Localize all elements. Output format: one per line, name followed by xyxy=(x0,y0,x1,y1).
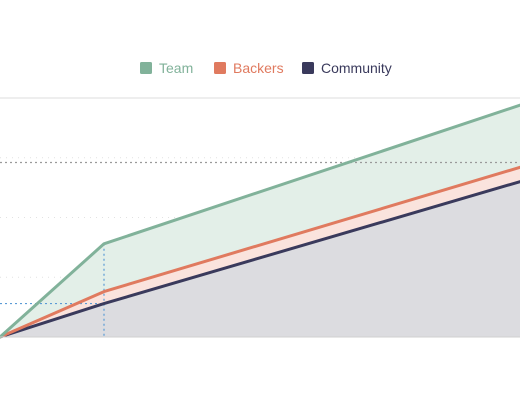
legend-item-community[interactable]: Community xyxy=(302,60,392,76)
line-team xyxy=(0,103,520,339)
line-backers xyxy=(0,165,520,339)
legend-swatch-backers xyxy=(214,62,226,74)
legend[interactable]: Team Backers Community xyxy=(140,60,392,76)
legend-item-team[interactable]: Team xyxy=(140,60,193,76)
grid-lines xyxy=(0,97,520,278)
legend-label-team: Team xyxy=(159,60,193,76)
legend-swatch-community xyxy=(302,62,314,74)
legend-item-backers[interactable]: Backers xyxy=(214,60,284,76)
line-community xyxy=(0,180,520,339)
legend-label-backers: Backers xyxy=(233,60,284,76)
legend-label-community: Community xyxy=(321,60,392,76)
legend-swatch-team xyxy=(140,62,152,74)
series-lines xyxy=(0,103,520,339)
